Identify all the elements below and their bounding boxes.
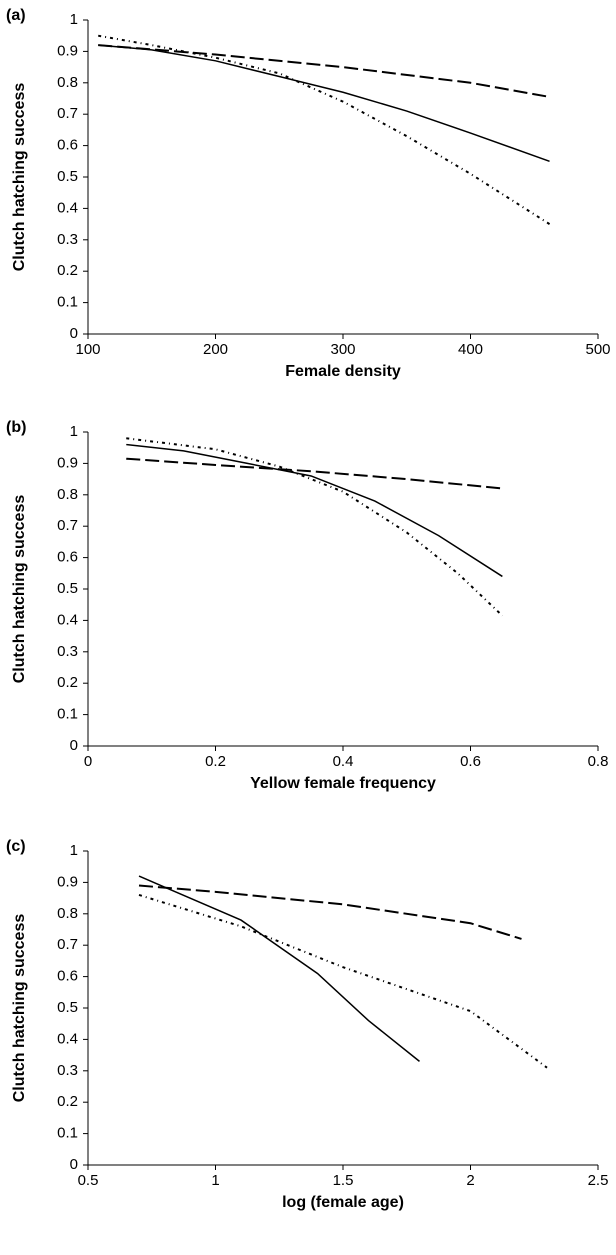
y-tick-label: 0.4 [57, 611, 78, 628]
series-line [98, 44, 550, 98]
y-tick-label: 0.2 [57, 262, 78, 279]
y-axis-label: Clutch hatching success [11, 83, 28, 272]
y-tick-label: 0.9 [57, 454, 78, 471]
y-tick-label: 0.5 [57, 168, 78, 185]
panel-label: (b) [6, 419, 26, 436]
y-tick-label: 0.2 [57, 674, 78, 691]
x-tick-label: 200 [203, 341, 228, 358]
y-tick-label: 1 [70, 842, 78, 859]
x-tick-label: 400 [458, 341, 483, 358]
series-line [126, 437, 504, 617]
x-tick-label: 500 [585, 341, 610, 358]
y-tick-label: 1 [70, 11, 78, 28]
x-axis-label: Yellow female frequency [250, 775, 436, 792]
y-tick-label: 0.3 [57, 231, 78, 248]
x-axis-label: Female density [285, 363, 401, 380]
y-tick-label: 0 [70, 737, 78, 754]
y-tick-label: 0.3 [57, 1062, 78, 1079]
series-line [138, 894, 548, 1069]
y-tick-label: 0.5 [57, 999, 78, 1016]
y-tick-label: 0.3 [57, 643, 78, 660]
series-line [98, 44, 550, 163]
series-line [138, 884, 522, 940]
y-tick-label: 0.4 [57, 1030, 78, 1047]
x-axis-label: log (female age) [282, 1194, 404, 1211]
x-tick-label: 0.4 [333, 753, 354, 770]
y-tick-label: 0.7 [57, 936, 78, 953]
x-tick-label: 1.5 [333, 1172, 354, 1189]
y-tick-label: 0.6 [57, 549, 78, 566]
y-tick-label: 0 [70, 325, 78, 342]
y-tick-label: 0.1 [57, 294, 78, 311]
y-tick-label: 0.6 [57, 137, 78, 154]
y-tick-label: 0.4 [57, 199, 78, 216]
y-tick-label: 0.9 [57, 873, 78, 890]
y-tick-label: 0.7 [57, 517, 78, 534]
y-tick-label: 0.8 [57, 74, 78, 91]
y-tick-label: 0.8 [57, 486, 78, 503]
y-tick-label: 0.1 [57, 706, 78, 723]
x-tick-label: 0.8 [588, 753, 609, 770]
series-line [126, 457, 503, 490]
x-tick-label: 2 [466, 1172, 474, 1189]
x-tick-label: 300 [330, 341, 355, 358]
series-line [138, 875, 420, 1062]
y-axis-label: Clutch hatching success [11, 495, 28, 684]
y-tick-label: 0.1 [57, 1125, 78, 1142]
y-tick-label: 0.8 [57, 905, 78, 922]
x-tick-label: 2.5 [588, 1172, 609, 1189]
y-axis-label: Clutch hatching success [11, 914, 28, 1103]
y-tick-label: 0.7 [57, 105, 78, 122]
y-tick-label: 1 [70, 423, 78, 440]
y-tick-label: 0.5 [57, 580, 78, 597]
panel-label: (a) [6, 7, 26, 24]
x-tick-label: 0 [84, 753, 92, 770]
y-tick-label: 0.9 [57, 42, 78, 59]
x-tick-label: 0.2 [205, 753, 226, 770]
y-tick-label: 0 [70, 1156, 78, 1173]
series-line [98, 34, 551, 225]
y-tick-label: 0.2 [57, 1093, 78, 1110]
x-tick-label: 1 [211, 1172, 219, 1189]
x-tick-label: 100 [75, 341, 100, 358]
x-tick-label: 0.6 [460, 753, 481, 770]
y-tick-label: 0.6 [57, 968, 78, 985]
series-line [126, 443, 503, 578]
x-tick-label: 0.5 [78, 1172, 99, 1189]
panel-label: (c) [6, 838, 26, 855]
